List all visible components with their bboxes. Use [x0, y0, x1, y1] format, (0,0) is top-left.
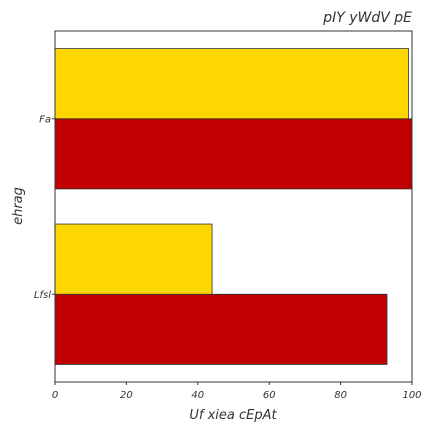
x-axis-ticks: 0 20 40 60 80 100: [52, 382, 422, 401]
y-axis-ticks: Lfsl Fa: [34, 114, 55, 301]
x-tick-label: 100: [402, 390, 421, 401]
x-tick-label: 40: [191, 390, 204, 401]
bar-fa-series-1: [54, 118, 413, 190]
plot-frame: [54, 30, 413, 383]
x-tick-label: 0: [52, 390, 58, 401]
bar-fa-series-2: [54, 48, 409, 120]
x-tick-label: 80: [334, 390, 347, 401]
y-axis-label: ehrag: [11, 187, 26, 225]
x-axis-label: Uf xiea cEpAt: [189, 408, 277, 423]
chart-title: pIY yWdV pE: [322, 10, 412, 26]
y-tick-label: Fa: [39, 114, 51, 125]
x-tick-label: 20: [120, 390, 133, 401]
bar-lfsl-series-2: [54, 223, 213, 295]
y-tick-label: Lfsl: [34, 290, 51, 301]
bar-lfsl-series-1: [54, 293, 388, 365]
bars-layer: [54, 48, 413, 365]
x-tick-label: 60: [263, 390, 276, 401]
